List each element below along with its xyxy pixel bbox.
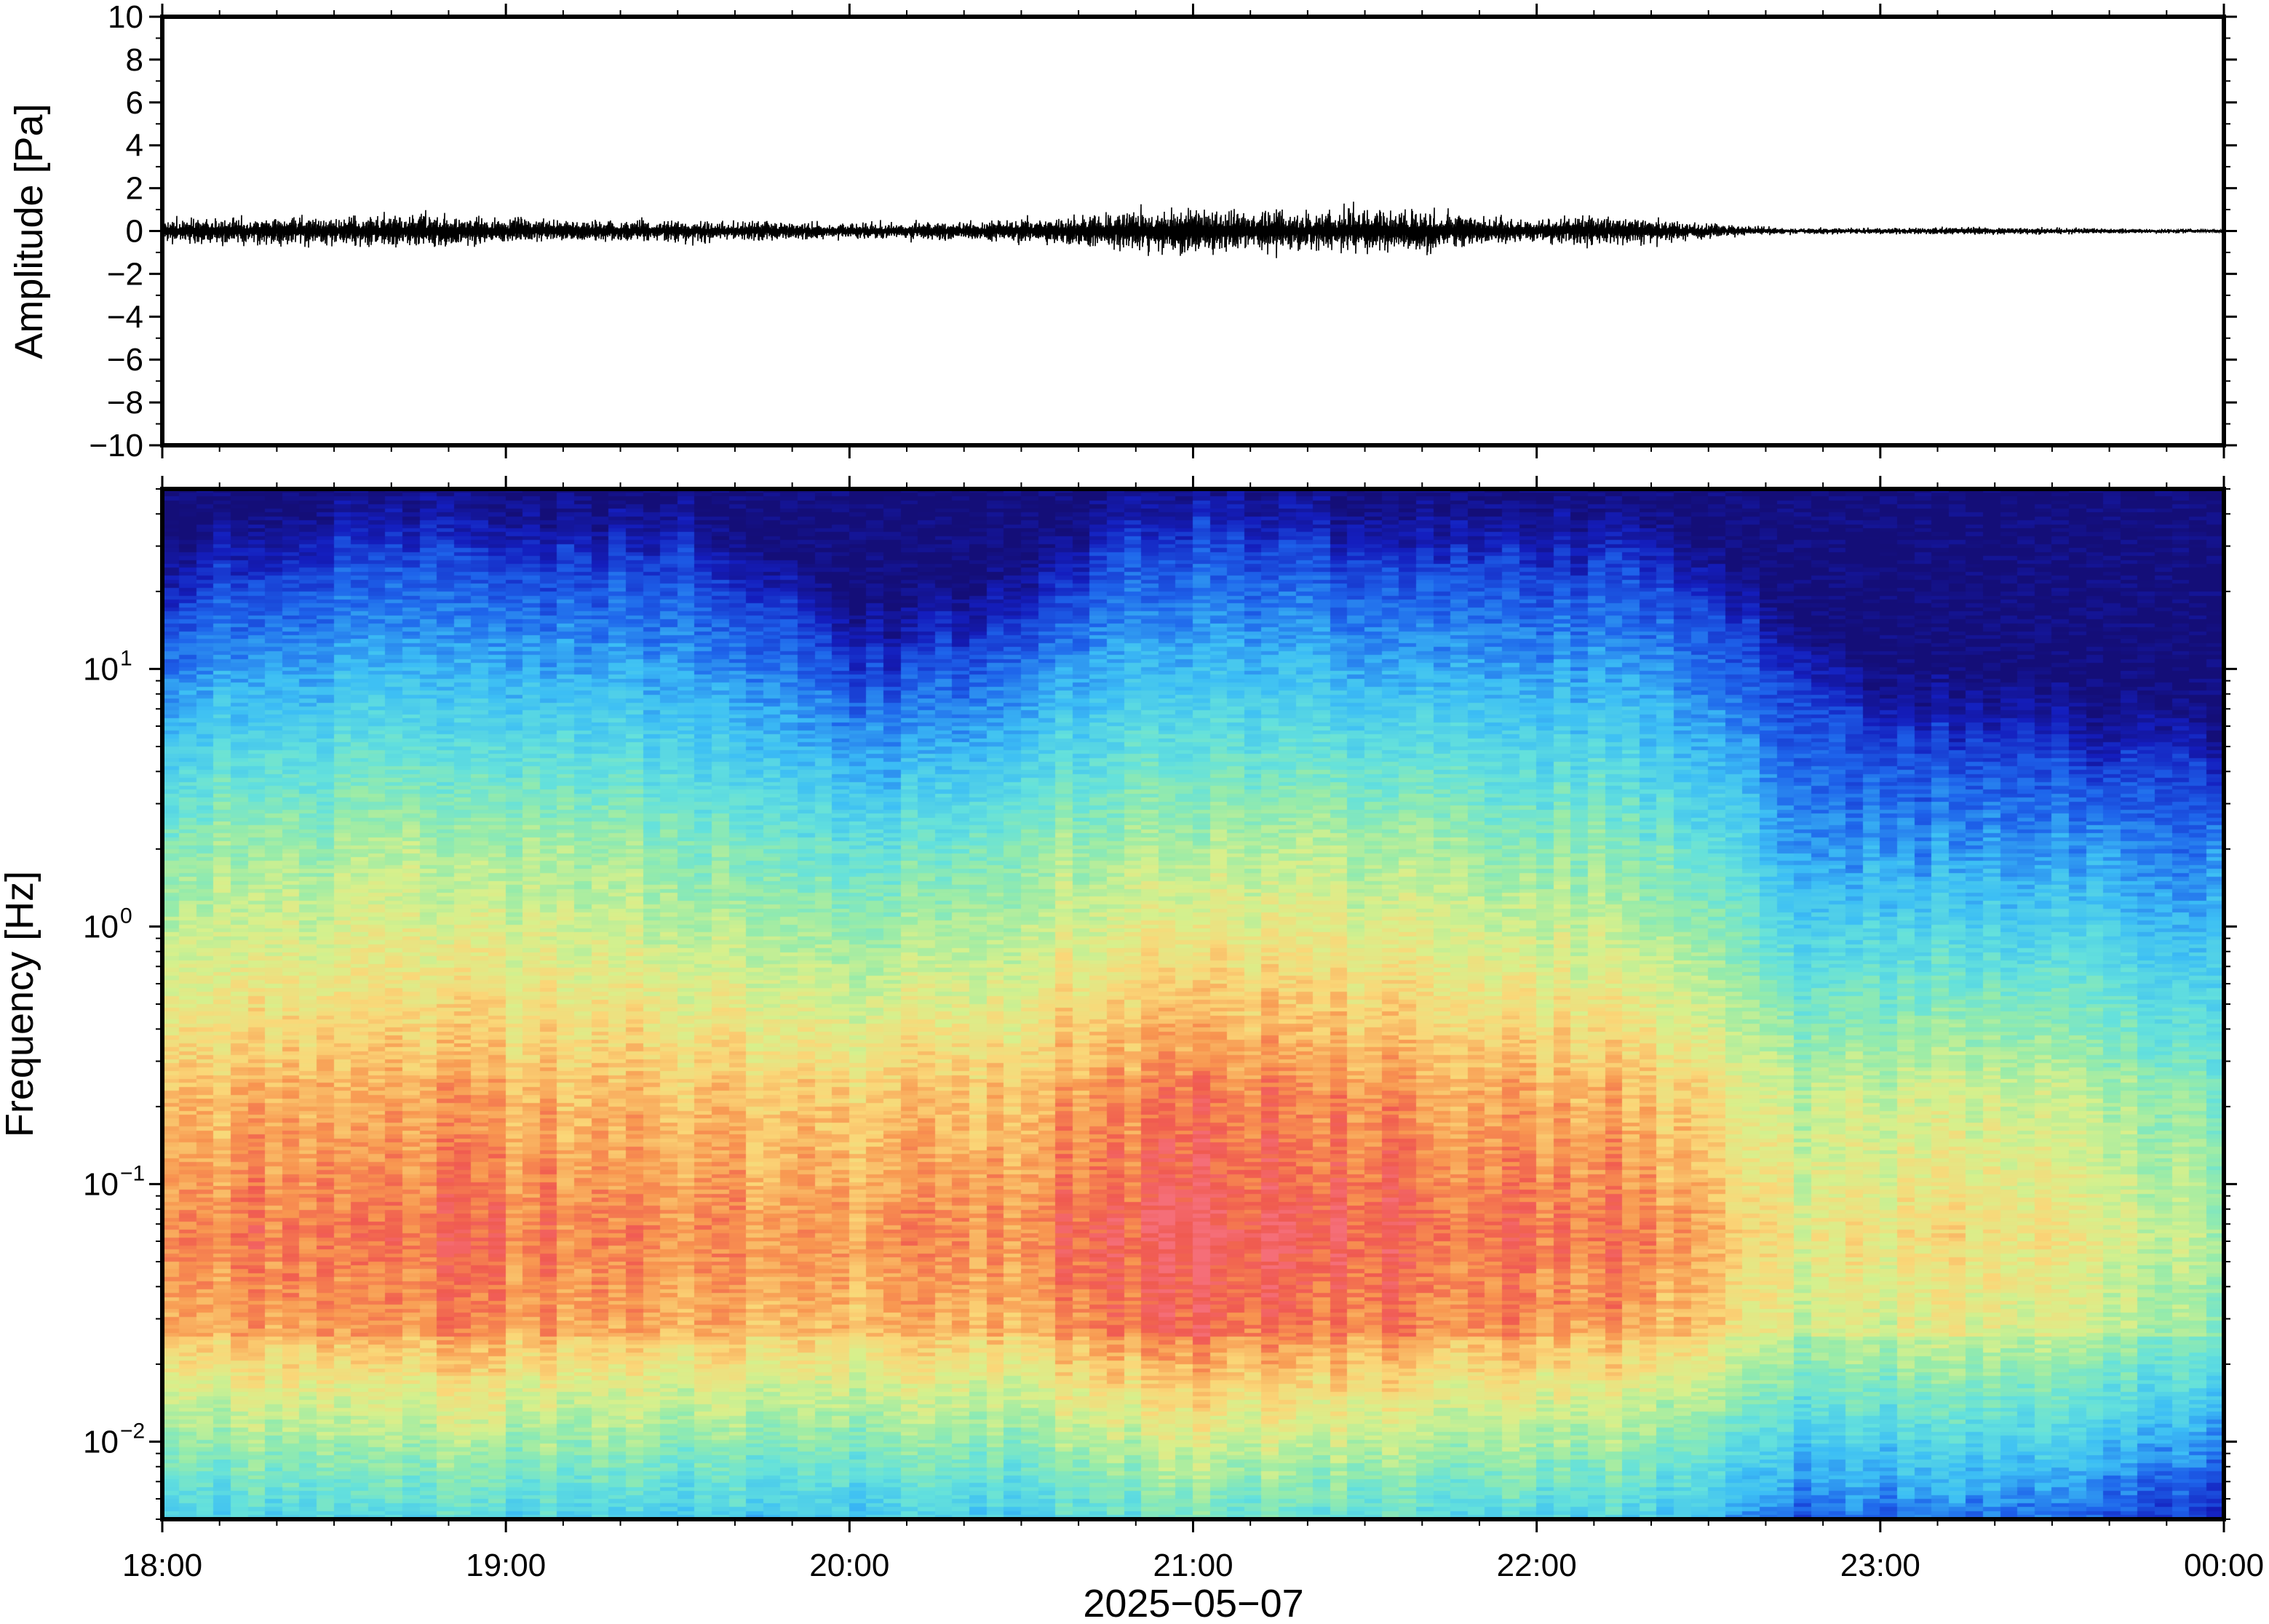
amplitude-y-tick-labels: 10 8 6 4 2 0 −2 −4 −6 −8 −10 [89, 0, 143, 463]
spectrogram-y-axis-title: Frequency [Hz] [0, 871, 41, 1137]
time-x-tick-label: 20:00 [809, 1548, 889, 1583]
amplitude-y-tick-label: −4 [107, 299, 143, 335]
spectrogram-y-tick-exponent: −2 [120, 1419, 145, 1443]
spectrogram-y-tick-exponent: −1 [120, 1161, 145, 1185]
amplitude-y-tick-label: 0 [126, 214, 143, 250]
amplitude-y-tick-label: −10 [89, 428, 143, 463]
amplitude-y-axis-title: Amplitude [Pa] [7, 103, 51, 359]
amplitude-y-tick-label: 2 [126, 171, 143, 207]
spectrogram-image-container [162, 489, 2224, 1519]
amplitude-y-tick-label: 6 [126, 85, 143, 121]
time-x-tick-label: 18:00 [122, 1548, 202, 1583]
amplitude-panel: 10 8 6 4 2 0 −2 −4 −6 −8 −10 Amplitude [Pa] [7, 0, 2237, 463]
amplitude-y-tick-label: −8 [107, 385, 143, 421]
amplitude-y-tick-label: −6 [107, 342, 143, 378]
time-x-tick-label: 23:00 [1840, 1548, 1920, 1583]
time-x-tick-label: 21:00 [1153, 1548, 1233, 1583]
time-x-tick-labels: 18:00 19:00 20:00 21:00 22:00 23:00 00:00 [122, 1548, 2264, 1583]
spectrogram-plot-border [160, 487, 2226, 1521]
time-x-tick-label: 19:00 [466, 1548, 546, 1583]
spectrogram-y-tick-label: 10 [83, 1424, 119, 1460]
amplitude-y-tick-label: 10 [108, 0, 143, 35]
time-x-tick-label: 00:00 [2184, 1548, 2264, 1583]
amplitude-plot-border [160, 15, 2226, 447]
spectrogram-y-tick-label: 10 [83, 1166, 119, 1202]
amplitude-y-tick-label: 8 [126, 42, 143, 78]
spectrogram-y-tick-label: 10 [83, 909, 119, 944]
amplitude-waveform-line [162, 202, 2225, 258]
spectrogram-y-tick-exponent: 0 [120, 904, 132, 928]
spectrogram-y-tick-label: 10 [83, 651, 119, 687]
spectrogram-y-tick-exponent: 1 [120, 646, 132, 670]
amplitude-y-tick-label: 4 [126, 128, 143, 164]
amplitude-y-tick-label: −2 [107, 256, 143, 292]
date-x-axis-title: 2025−05−07 [1083, 1582, 1303, 1624]
time-x-tick-label: 22:00 [1497, 1548, 1577, 1583]
spectrogram-heatmap [162, 489, 2224, 1519]
